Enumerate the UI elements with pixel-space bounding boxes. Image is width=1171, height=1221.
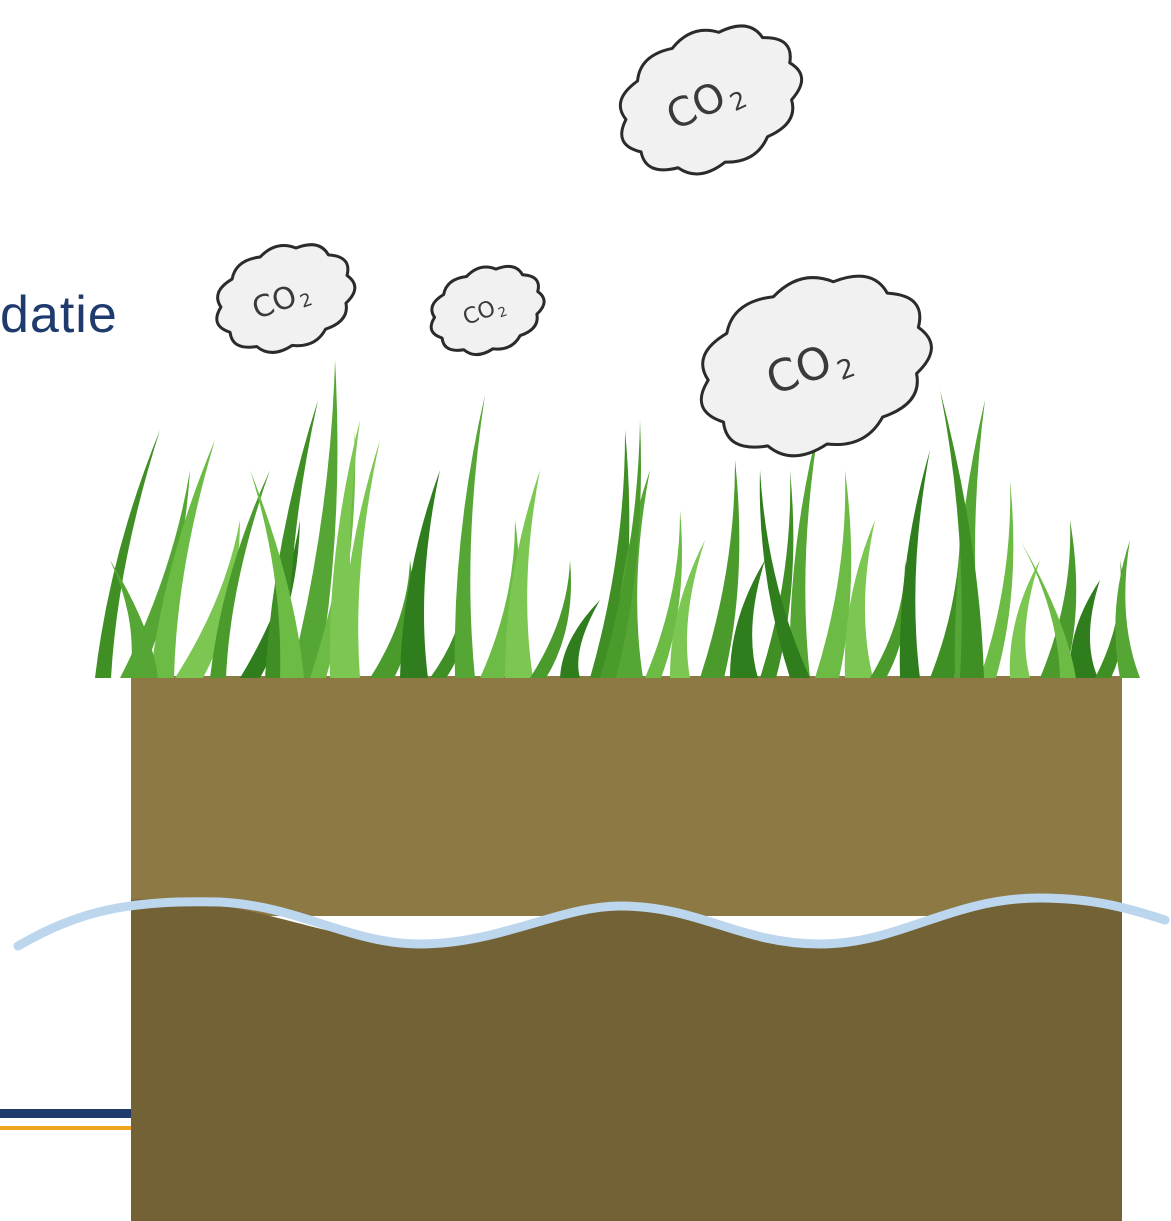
cloud-shape	[618, 24, 804, 176]
grass-blade	[1009, 560, 1040, 678]
topsoil-layer	[131, 676, 1122, 916]
grass-blade	[759, 470, 810, 678]
grass-blade	[1069, 580, 1100, 678]
grass-blade	[95, 430, 160, 678]
co2-cloud: CO2	[618, 24, 804, 176]
co2-cloud: CO2	[699, 274, 933, 458]
grass-blade	[870, 560, 908, 678]
grass-blade	[210, 470, 270, 678]
grass-cluster	[95, 360, 1140, 678]
grass-blade	[150, 440, 215, 678]
water-table-line	[13, 893, 1170, 951]
cloud-shape	[215, 243, 357, 354]
grass-blade	[844, 520, 875, 678]
cloud-shape	[429, 264, 546, 357]
grass-blade	[1040, 520, 1077, 678]
grass-blade	[899, 450, 930, 678]
subsoil-layer	[131, 898, 1122, 1221]
grass-blade	[700, 460, 740, 678]
grass-blade	[815, 470, 852, 678]
accent-line-navy	[0, 1109, 135, 1118]
grass-blade	[504, 470, 540, 678]
grass-blade	[250, 470, 304, 678]
slide-title-fragment: datie	[0, 286, 118, 344]
grass-blade	[940, 390, 984, 678]
grass-blade	[290, 360, 338, 678]
grass-blade	[600, 420, 641, 678]
grass-blade	[789, 420, 820, 678]
grass-blade	[729, 560, 765, 678]
grass-blade	[120, 470, 190, 678]
co2-cloud: CO2	[429, 264, 546, 357]
cloud-shape	[699, 274, 933, 458]
accent-line-orange	[0, 1126, 135, 1130]
co2-cloud: CO2	[215, 243, 357, 354]
grass-blade	[980, 480, 1014, 678]
grass-blade	[1115, 540, 1140, 678]
grass-blade	[530, 560, 571, 678]
grass-blade	[454, 395, 485, 678]
grass-blade	[560, 600, 600, 678]
grass-blade	[669, 540, 705, 678]
grass-blade	[110, 560, 158, 678]
grass-blade	[645, 510, 683, 678]
grass-blade	[1020, 540, 1076, 678]
grass-blade	[329, 420, 360, 678]
grass-blade	[400, 470, 440, 678]
